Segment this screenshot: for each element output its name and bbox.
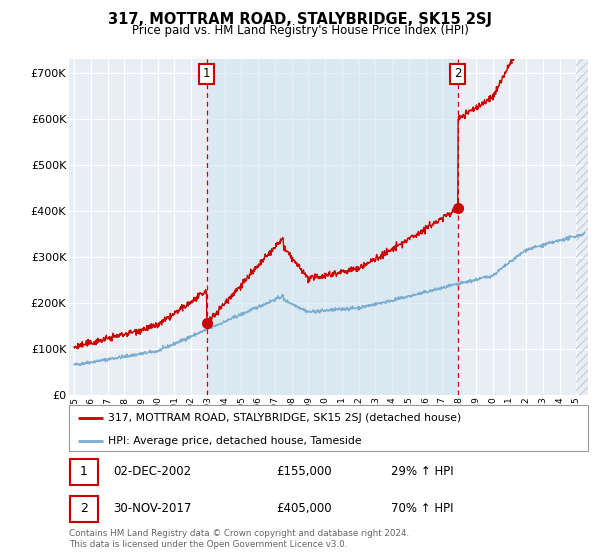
Text: 02-DEC-2002: 02-DEC-2002 bbox=[113, 465, 191, 478]
Text: HPI: Average price, detached house, Tameside: HPI: Average price, detached house, Tame… bbox=[108, 436, 362, 446]
FancyBboxPatch shape bbox=[69, 405, 588, 451]
Text: £405,000: £405,000 bbox=[277, 502, 332, 515]
Text: 30-NOV-2017: 30-NOV-2017 bbox=[113, 502, 191, 515]
Text: 2: 2 bbox=[80, 502, 88, 515]
Text: £155,000: £155,000 bbox=[277, 465, 332, 478]
Bar bbox=[206, 59, 458, 395]
Bar bbox=[576, 59, 588, 395]
Text: Price paid vs. HM Land Registry's House Price Index (HPI): Price paid vs. HM Land Registry's House … bbox=[131, 24, 469, 36]
Text: 70% ↑ HPI: 70% ↑ HPI bbox=[391, 502, 453, 515]
Text: Contains HM Land Registry data © Crown copyright and database right 2024.
This d: Contains HM Land Registry data © Crown c… bbox=[69, 529, 409, 549]
Text: 1: 1 bbox=[80, 465, 88, 478]
Text: 317, MOTTRAM ROAD, STALYBRIDGE, SK15 2SJ: 317, MOTTRAM ROAD, STALYBRIDGE, SK15 2SJ bbox=[108, 12, 492, 27]
FancyBboxPatch shape bbox=[70, 459, 98, 485]
Text: 2: 2 bbox=[454, 67, 461, 81]
Text: 29% ↑ HPI: 29% ↑ HPI bbox=[391, 465, 454, 478]
Bar bbox=[576, 59, 588, 395]
FancyBboxPatch shape bbox=[70, 496, 98, 522]
Text: 317, MOTTRAM ROAD, STALYBRIDGE, SK15 2SJ (detached house): 317, MOTTRAM ROAD, STALYBRIDGE, SK15 2SJ… bbox=[108, 413, 461, 423]
Text: 1: 1 bbox=[203, 67, 211, 81]
